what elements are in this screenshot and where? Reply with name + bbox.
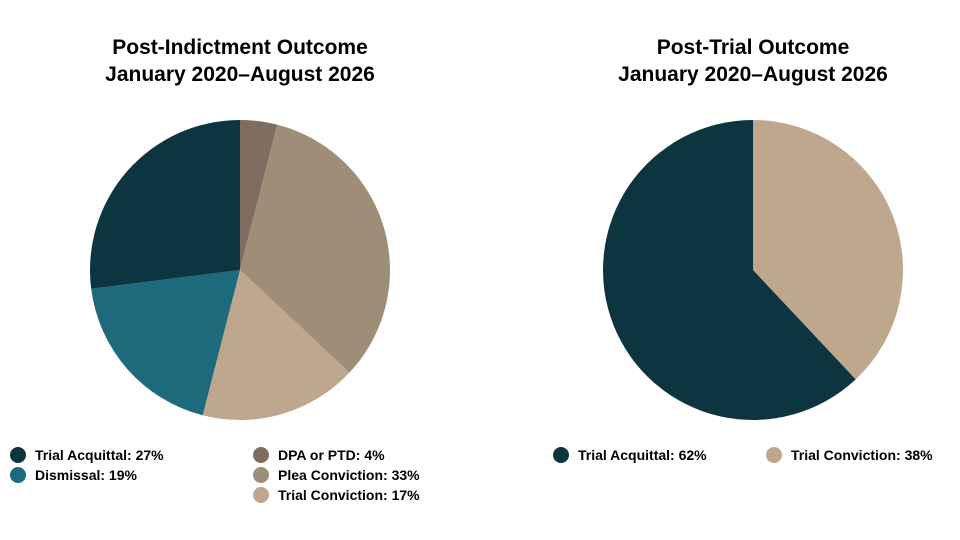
post-indictment-title-line-1: Post-Indictment Outcome (112, 36, 368, 59)
post-trial-title-line-1: Post-Trial Outcome (656, 36, 850, 59)
post-trial-title-line-2: January 2020–August 2026 (618, 63, 888, 86)
legend-label-dismissal: Dismissal: 19% (35, 467, 137, 483)
post-indictment-slice-dpa-or-ptd (240, 120, 278, 270)
post-indictment-slice-trial-acquittal (89, 120, 240, 289)
legend-swatch-post-trial-conviction (766, 447, 782, 463)
post-indictment-title-line-2: January 2020–August 2026 (105, 63, 375, 86)
legend-label-post-trial-conviction: Trial Conviction: 38% (791, 447, 933, 463)
post-trial-slice-trial-conviction (753, 120, 904, 380)
legend-label-trial-acquittal: Trial Acquittal: 27% (35, 447, 164, 463)
legend-item-dismissal: Dismissal: 19% (10, 465, 137, 485)
legend-swatch-plea-conviction (253, 467, 269, 483)
legend-label-post-trial-acquittal: Trial Acquittal: 62% (578, 447, 707, 463)
legend-swatch-dpa-or-ptd (253, 447, 269, 463)
post-indictment-slice-plea-conviction (240, 124, 390, 373)
legend-label-trial-conviction: Trial Conviction: 17% (278, 487, 420, 503)
legend-swatch-post-trial-acquittal (553, 447, 569, 463)
legend-item-post-trial-acquittal: Trial Acquittal: 62% (553, 445, 707, 465)
legend-label-dpa-or-ptd: DPA or PTD: 4% (278, 447, 385, 463)
legend-swatch-trial-conviction (253, 487, 269, 503)
legend-item-trial-acquittal: Trial Acquittal: 27% (10, 445, 164, 465)
legend-label-plea-conviction: Plea Conviction: 33% (278, 467, 420, 483)
legend-item-post-trial-conviction: Trial Conviction: 38% (766, 445, 933, 465)
legend-swatch-dismissal (10, 467, 26, 483)
post-indictment-chart-title: Post-Indictment Outcome January 2020–Aug… (20, 34, 460, 88)
legend-swatch-trial-acquittal (10, 447, 26, 463)
legend-item-dpa-or-ptd: DPA or PTD: 4% (253, 445, 385, 465)
post-indictment-slice-trial-conviction (202, 270, 350, 420)
legend-item-trial-conviction: Trial Conviction: 17% (253, 485, 420, 505)
post-trial-slice-trial-acquittal (603, 120, 856, 420)
legend-item-plea-conviction: Plea Conviction: 33% (253, 465, 420, 485)
post-trial-chart-title: Post-Trial Outcome January 2020–August 2… (533, 34, 960, 88)
post-indictment-slice-dismissal (91, 270, 240, 416)
